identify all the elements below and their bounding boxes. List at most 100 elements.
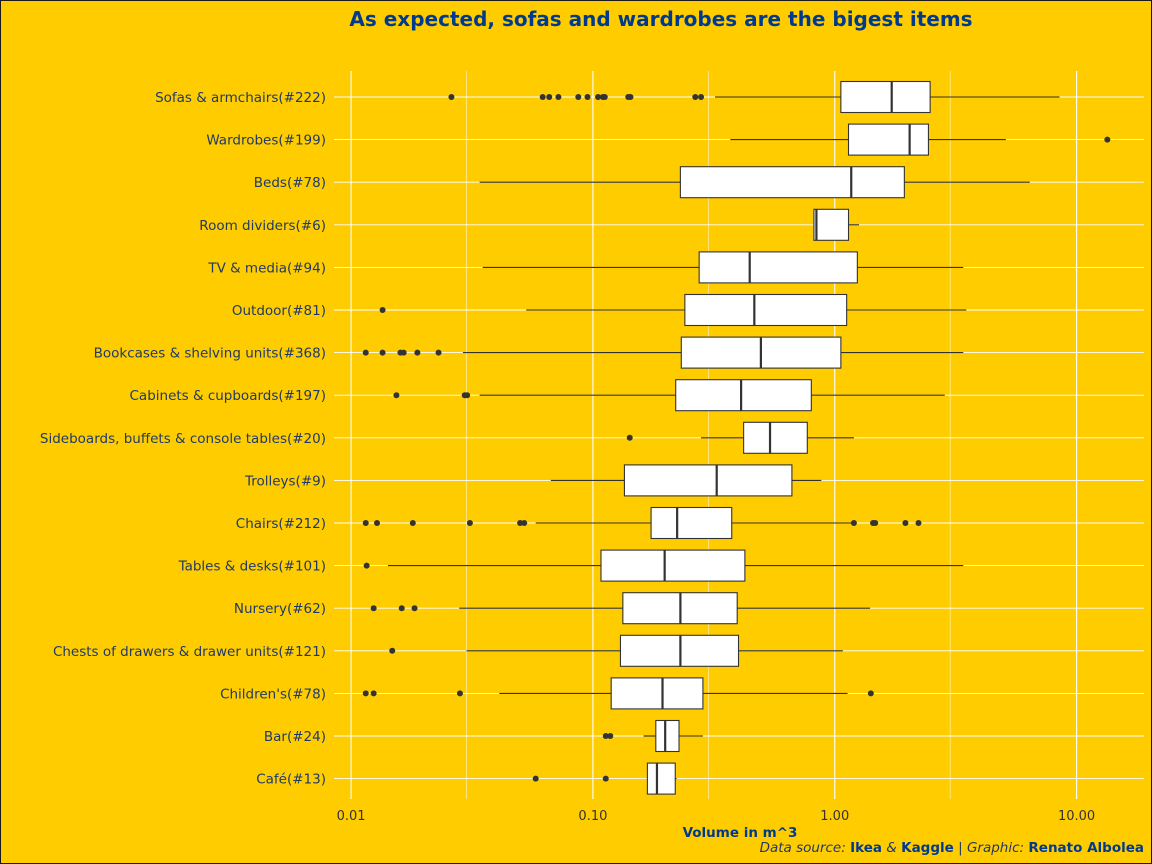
outlier-point bbox=[363, 562, 370, 569]
x-tick-label: 0.10 bbox=[578, 809, 607, 824]
category-label: Cabinets & cupboards(#197) bbox=[130, 388, 327, 404]
category-label: Sofas & armchairs(#222) bbox=[155, 90, 326, 106]
category-label: Room dividers(#6) bbox=[199, 218, 326, 234]
outlier-point bbox=[584, 94, 591, 100]
box-13 bbox=[389, 634, 843, 667]
outlier-point bbox=[850, 520, 857, 526]
category-label: Bar(#24) bbox=[264, 729, 326, 745]
category-label: Nursery(#62) bbox=[234, 601, 326, 617]
caption: Data source: Ikea & Kaggle | Graphic: Re… bbox=[760, 840, 1144, 856]
iqr-box bbox=[684, 293, 848, 327]
box-4 bbox=[482, 251, 964, 284]
caption-source-kaggle: Kaggle bbox=[901, 840, 954, 856]
outlier-point bbox=[602, 733, 609, 739]
outlier-point bbox=[379, 307, 386, 313]
iqr-box bbox=[847, 123, 929, 156]
iqr-box bbox=[610, 677, 704, 710]
iqr-box bbox=[813, 208, 850, 241]
outlier-point bbox=[466, 520, 473, 526]
category-label: Café(#13) bbox=[256, 772, 326, 788]
iqr-box bbox=[743, 421, 808, 454]
outlier-point bbox=[373, 520, 380, 526]
outlier-point bbox=[902, 520, 909, 526]
box-3 bbox=[813, 208, 860, 241]
outlier-point bbox=[414, 349, 421, 356]
outlier-point bbox=[595, 94, 602, 100]
outlier-point bbox=[389, 647, 396, 654]
box-2 bbox=[479, 166, 1030, 199]
box-8 bbox=[626, 421, 854, 454]
category-label: Wardrobes(#199) bbox=[206, 133, 326, 149]
outlier-point bbox=[464, 392, 471, 399]
iqr-box bbox=[623, 464, 793, 497]
outlier-point bbox=[626, 434, 633, 441]
category-label: Children's(#78) bbox=[220, 686, 326, 702]
box-1 bbox=[730, 123, 1111, 156]
outlier-point bbox=[546, 94, 553, 100]
outlier-point bbox=[362, 690, 369, 697]
caption-ampersand: & bbox=[886, 840, 897, 856]
x-axis-title: Volume in m^3 bbox=[683, 825, 798, 841]
box-11 bbox=[363, 549, 964, 582]
caption-separator: | bbox=[958, 840, 963, 856]
outlier-point bbox=[602, 775, 609, 782]
outlier-point bbox=[532, 775, 539, 782]
box-5 bbox=[379, 293, 967, 327]
outlier-point bbox=[517, 520, 524, 526]
iqr-box bbox=[840, 80, 931, 114]
box-12 bbox=[370, 592, 871, 625]
box-15 bbox=[602, 719, 703, 753]
iqr-box bbox=[655, 719, 680, 753]
boxes-layer bbox=[362, 80, 1111, 795]
outlier-point bbox=[456, 690, 463, 697]
iqr-box bbox=[650, 506, 733, 540]
category-label: Chairs(#212) bbox=[236, 516, 326, 532]
category-label: Beds(#78) bbox=[254, 175, 326, 191]
category-label: Tables & desks(#101) bbox=[178, 559, 326, 575]
category-label: Chests of drawers & drawer units(#121) bbox=[53, 644, 326, 660]
iqr-box bbox=[698, 251, 858, 284]
outlier-point bbox=[398, 605, 405, 612]
x-tick-label: 1.00 bbox=[820, 809, 849, 824]
iqr-box bbox=[646, 762, 676, 795]
caption-graphic-label: Graphic: bbox=[967, 840, 1024, 856]
box-9 bbox=[550, 464, 822, 497]
outlier-point bbox=[555, 94, 562, 100]
category-label: Outdoor(#81) bbox=[232, 303, 326, 319]
outlier-point bbox=[411, 605, 418, 612]
outlier-point bbox=[370, 690, 377, 697]
outlier-point bbox=[872, 520, 879, 526]
chart-title: As expected, sofas and wardrobes are the… bbox=[349, 7, 972, 31]
outlier-point bbox=[521, 520, 528, 526]
box-16 bbox=[532, 762, 677, 795]
caption-source-label: Data source: bbox=[760, 840, 846, 856]
outlier-point bbox=[867, 690, 874, 697]
category-label: Trolleys(#9) bbox=[244, 473, 326, 489]
outlier-point bbox=[692, 94, 699, 100]
outlier-point bbox=[627, 94, 634, 100]
category-label: Bookcases & shelving units(#368) bbox=[94, 346, 326, 362]
box-10 bbox=[362, 506, 922, 540]
box-6 bbox=[362, 336, 964, 369]
outlier-point bbox=[379, 349, 386, 356]
iqr-box bbox=[600, 549, 746, 582]
outlier-point bbox=[1104, 136, 1111, 143]
outlier-point bbox=[362, 349, 369, 356]
iqr-box bbox=[675, 379, 812, 412]
category-labels: Sofas & armchairs(#222) Wardrobes(#199) Be… bbox=[40, 90, 326, 788]
caption-source-ikea: Ikea bbox=[850, 840, 882, 856]
outlier-point bbox=[362, 520, 369, 526]
outlier-point bbox=[393, 392, 400, 399]
caption-author: Renato Albolea bbox=[1028, 840, 1144, 856]
outlier-point bbox=[698, 94, 705, 100]
x-tick-labels: 0.01 0.10 1.00 10.00 bbox=[337, 809, 1096, 824]
outlier-point bbox=[448, 94, 455, 100]
category-label: TV & media(#94) bbox=[207, 260, 326, 276]
box-7 bbox=[393, 379, 945, 412]
outlier-point bbox=[915, 520, 922, 526]
outlier-point bbox=[370, 605, 377, 612]
outlier-point bbox=[539, 94, 546, 100]
outlier-point bbox=[575, 94, 582, 100]
